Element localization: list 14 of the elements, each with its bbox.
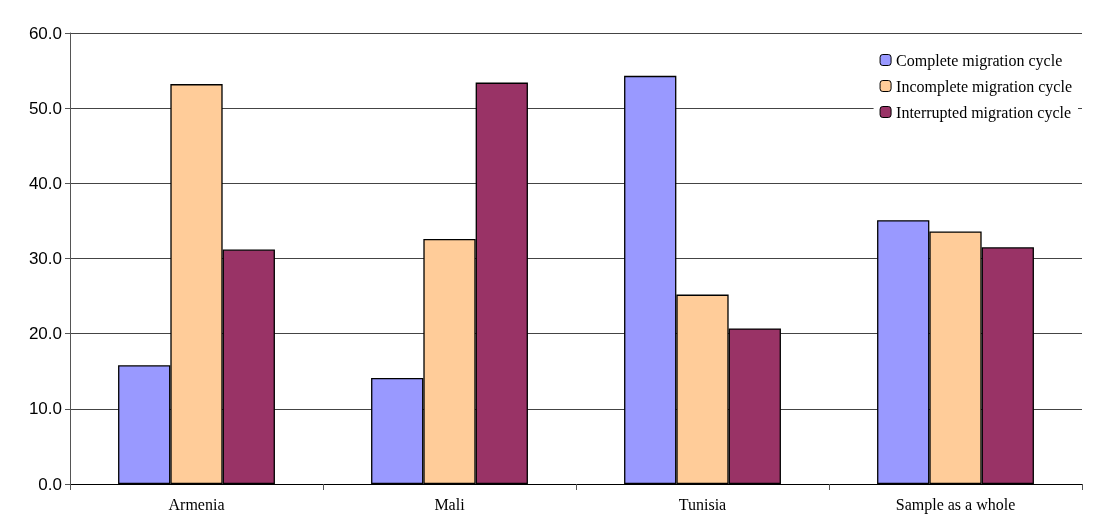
legend-label: Complete migration cycle: [896, 51, 1063, 70]
y-tick-label: 20.0: [28, 324, 62, 344]
y-tick-label: 40.0: [28, 173, 62, 193]
y-tick-label: 0.0: [38, 474, 62, 494]
x-tick-label: Armenia: [168, 495, 225, 513]
x-tick-label: Sample as a whole: [895, 495, 1016, 514]
y-tick-label: 60.0: [28, 23, 62, 43]
legend-label: Interrupted migration cycle: [896, 103, 1072, 122]
y-tick-label: 50.0: [28, 98, 62, 118]
y-tick-label: 10.0: [28, 399, 62, 419]
y-tick-label: 30.0: [28, 249, 62, 268]
x-tick-label: Mali: [434, 495, 466, 513]
legend-label: Incomplete migration cycle: [896, 77, 1073, 96]
x-tick-label: Tunisia: [678, 495, 727, 513]
